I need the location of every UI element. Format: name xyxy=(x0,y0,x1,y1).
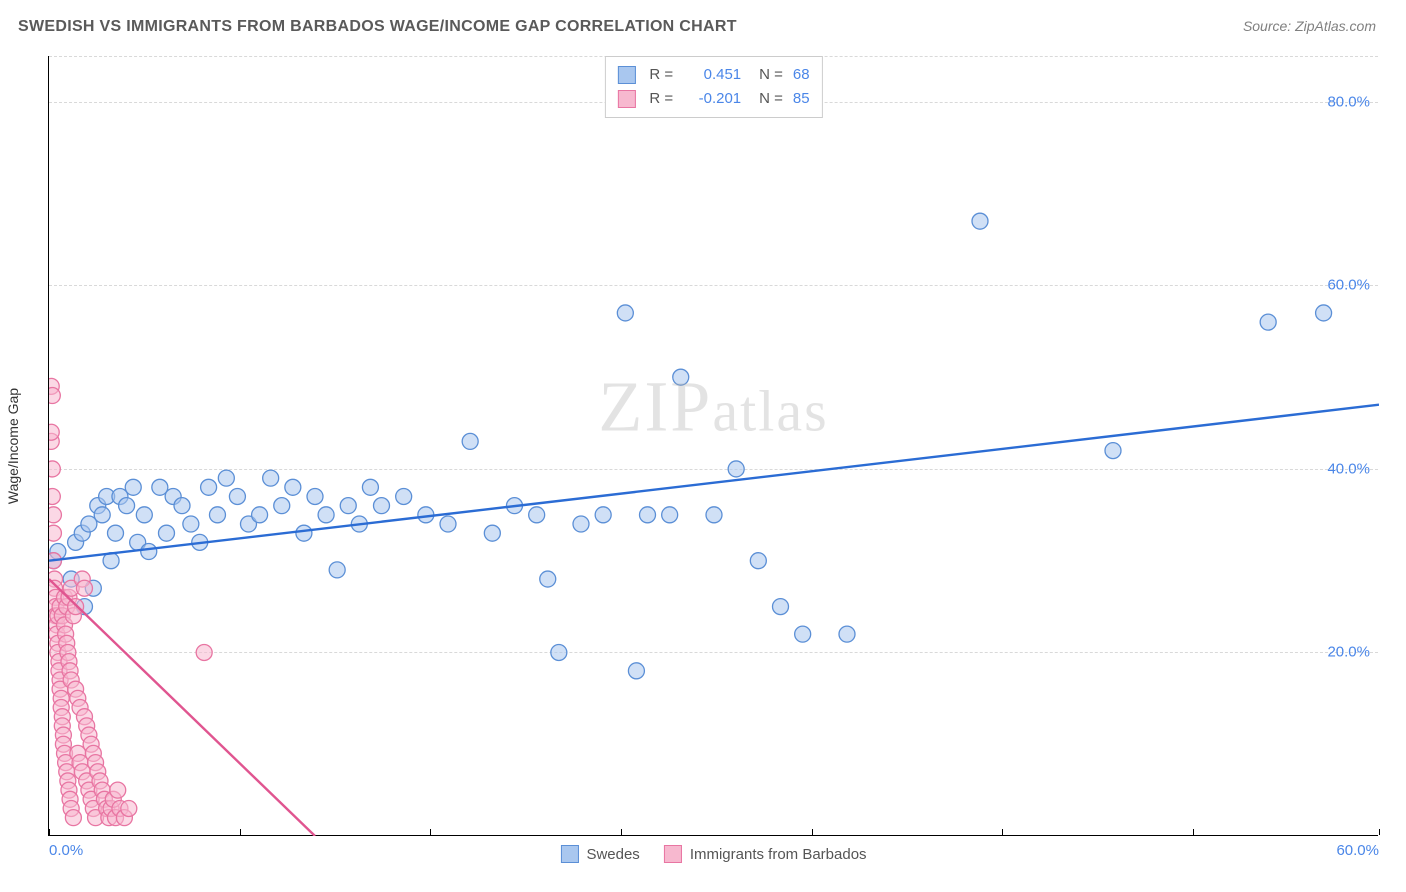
data-point xyxy=(617,305,633,321)
y-axis-label: Wage/Income Gap xyxy=(5,387,21,503)
data-point xyxy=(201,479,217,495)
data-point xyxy=(307,488,323,504)
data-point xyxy=(750,553,766,569)
data-point xyxy=(119,498,135,514)
data-point xyxy=(839,626,855,642)
data-point xyxy=(196,644,212,660)
data-point xyxy=(351,516,367,532)
x-tick-mark xyxy=(1379,829,1380,835)
data-point xyxy=(141,544,157,560)
legend-series-item: Swedes xyxy=(560,845,639,863)
data-point xyxy=(728,461,744,477)
legend-swatch xyxy=(617,66,635,84)
legend-series-label: Swedes xyxy=(586,846,639,863)
data-point xyxy=(296,525,312,541)
data-point xyxy=(462,433,478,449)
data-point xyxy=(795,626,811,642)
scatter-points-layer xyxy=(49,56,1379,836)
y-tick-label: 20.0% xyxy=(1327,644,1370,661)
data-point xyxy=(274,498,290,514)
data-point xyxy=(1260,314,1276,330)
data-point xyxy=(285,479,301,495)
legend-swatch xyxy=(664,845,682,863)
y-tick-label: 60.0% xyxy=(1327,277,1370,294)
legend-swatch xyxy=(617,90,635,108)
data-point xyxy=(49,388,60,404)
data-point xyxy=(121,800,137,816)
data-point xyxy=(374,498,390,514)
data-point xyxy=(103,553,119,569)
n-value: 68 xyxy=(793,63,810,87)
data-point xyxy=(76,580,92,596)
data-point xyxy=(418,507,434,523)
legend-series: Swedes Immigrants from Barbados xyxy=(560,845,866,863)
data-point xyxy=(65,810,81,826)
data-point xyxy=(628,663,644,679)
data-point xyxy=(662,507,678,523)
x-tick-label: 0.0% xyxy=(49,842,83,859)
data-point xyxy=(108,525,124,541)
r-label: R = xyxy=(649,63,673,87)
n-label: N = xyxy=(759,87,783,111)
r-label: R = xyxy=(649,87,673,111)
data-point xyxy=(125,479,141,495)
data-point xyxy=(49,507,61,523)
data-point xyxy=(318,507,334,523)
n-label: N = xyxy=(759,63,783,87)
data-point xyxy=(972,213,988,229)
data-point xyxy=(263,470,279,486)
legend-series-label: Immigrants from Barbados xyxy=(690,846,867,863)
data-point xyxy=(49,525,61,541)
r-value: -0.201 xyxy=(683,87,741,111)
legend-correlation-row: R = 0.451 N = 68 xyxy=(617,63,809,87)
data-point xyxy=(573,516,589,532)
data-point xyxy=(773,599,789,615)
r-value: 0.451 xyxy=(683,63,741,87)
data-point xyxy=(68,599,84,615)
legend-correlation-box: R = 0.451 N = 68 R = -0.201 N = 85 xyxy=(604,56,822,118)
data-point xyxy=(136,507,152,523)
data-point xyxy=(229,488,245,504)
data-point xyxy=(507,498,523,514)
data-point xyxy=(209,507,225,523)
data-point xyxy=(1316,305,1332,321)
data-point xyxy=(183,516,199,532)
data-point xyxy=(362,479,378,495)
legend-swatch xyxy=(560,845,578,863)
legend-series-item: Immigrants from Barbados xyxy=(664,845,867,863)
legend-correlation-row: R = -0.201 N = 85 xyxy=(617,87,809,111)
data-point xyxy=(158,525,174,541)
x-tick-label: 60.0% xyxy=(1336,842,1379,859)
data-point xyxy=(440,516,456,532)
data-point xyxy=(49,553,61,569)
data-point xyxy=(192,534,208,550)
chart-title: SWEDISH VS IMMIGRANTS FROM BARBADOS WAGE… xyxy=(18,18,737,36)
data-point xyxy=(595,507,611,523)
data-point xyxy=(49,488,60,504)
data-point xyxy=(640,507,656,523)
data-point xyxy=(110,782,126,798)
data-point xyxy=(340,498,356,514)
data-point xyxy=(529,507,545,523)
data-point xyxy=(540,571,556,587)
chart-area: Wage/Income Gap ZIPatlas R =0.451N =68R … xyxy=(48,56,1378,836)
data-point xyxy=(252,507,268,523)
data-point xyxy=(49,424,59,440)
data-point xyxy=(396,488,412,504)
data-point xyxy=(484,525,500,541)
data-point xyxy=(1105,443,1121,459)
y-tick-label: 80.0% xyxy=(1327,93,1370,110)
data-point xyxy=(706,507,722,523)
plot-area: Wage/Income Gap ZIPatlas R =0.451N =68R … xyxy=(48,56,1378,836)
data-point xyxy=(673,369,689,385)
y-tick-label: 40.0% xyxy=(1327,460,1370,477)
data-point xyxy=(551,644,567,660)
data-point xyxy=(94,507,110,523)
data-point xyxy=(218,470,234,486)
data-point xyxy=(329,562,345,578)
n-value: 85 xyxy=(793,87,810,111)
data-point xyxy=(174,498,190,514)
data-point xyxy=(49,461,60,477)
source-attribution: Source: ZipAtlas.com xyxy=(1243,18,1376,34)
